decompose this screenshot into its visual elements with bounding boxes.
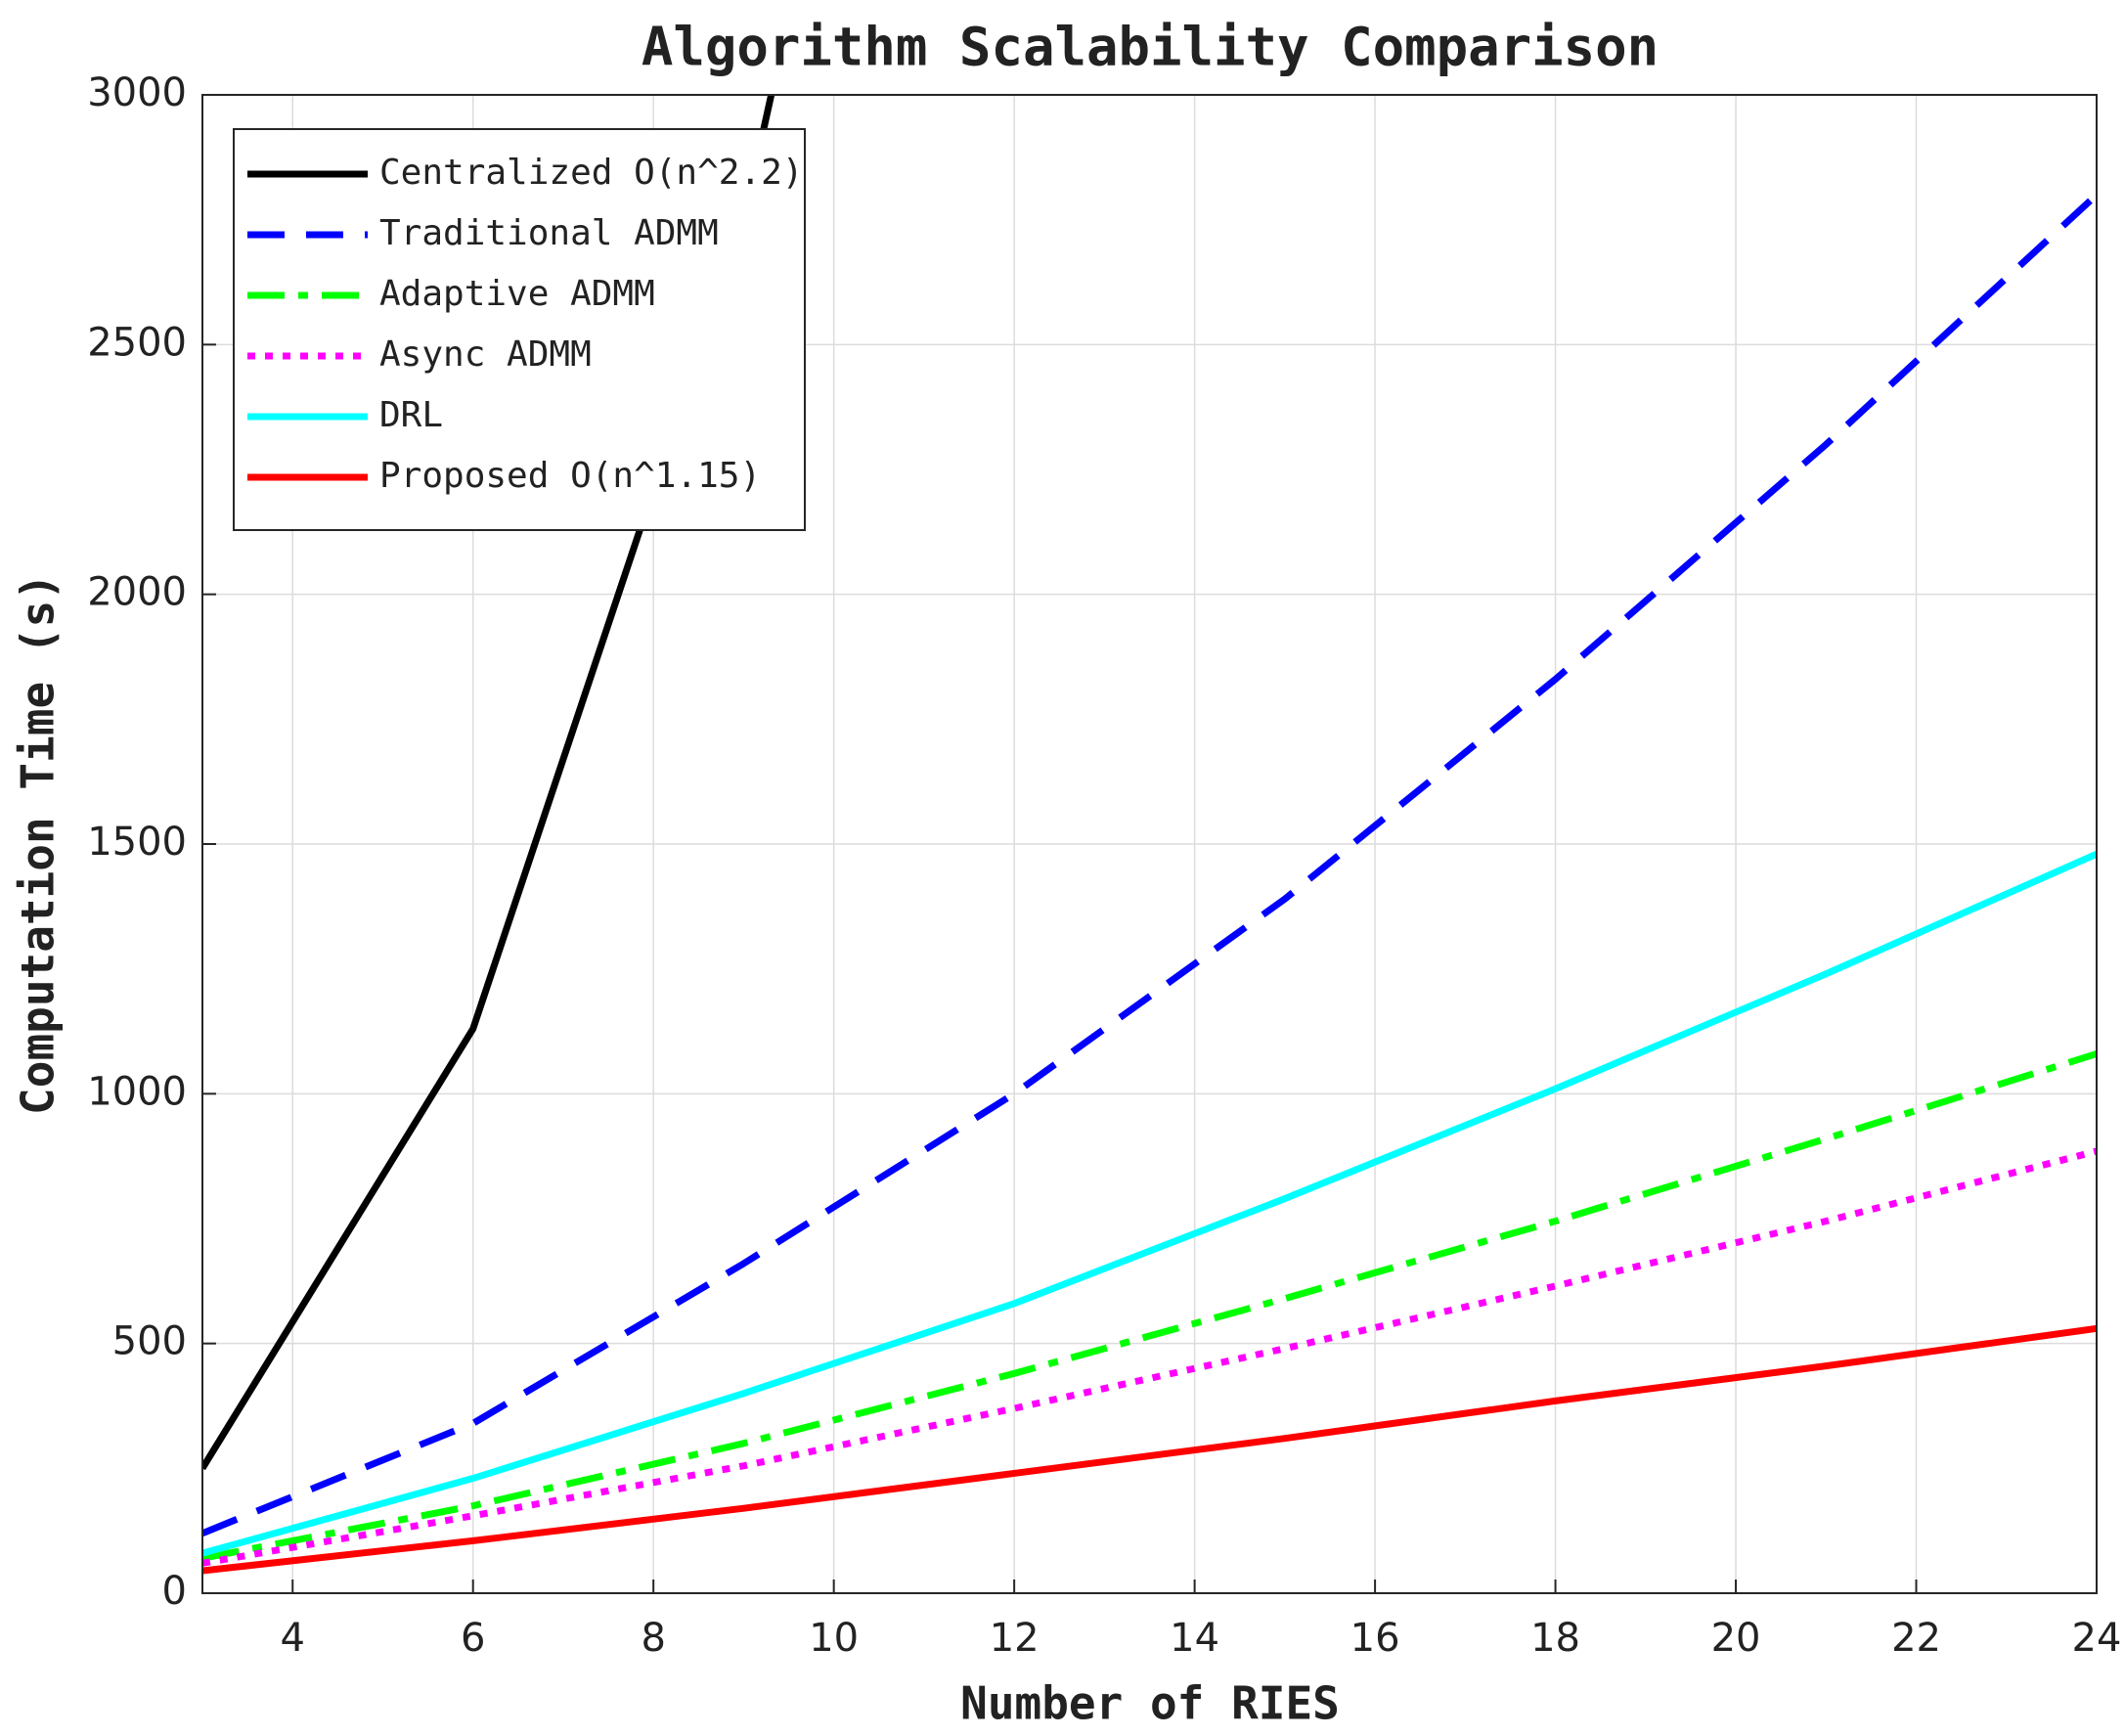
y-tick-label: 2500 <box>87 320 187 365</box>
y-axis-label: Computation Time (s) <box>12 573 65 1115</box>
series-line <box>202 851 2097 1557</box>
y-tick-label: 500 <box>112 1319 187 1364</box>
series-line <box>202 95 775 1471</box>
x-axis-label: Number of RIES <box>960 1677 1340 1730</box>
x-tick-label: 20 <box>1711 1616 1761 1661</box>
x-tick-label: 12 <box>990 1616 1040 1661</box>
legend-label: Centralized O(n^2.2) <box>379 153 803 193</box>
legend-label: Traditional ADMM <box>379 213 719 253</box>
x-tick-label: 18 <box>1530 1616 1580 1661</box>
x-tick-label: 6 <box>461 1616 485 1661</box>
legend-label: DRL <box>379 395 443 435</box>
legend-label: Adaptive ADMM <box>379 274 655 314</box>
legend-box <box>233 128 806 531</box>
y-tick-label: 3000 <box>87 70 187 115</box>
series-line <box>202 1147 2097 1567</box>
chart-title: Algorithm Scalability Comparison <box>642 17 1659 78</box>
series-line <box>202 1324 2097 1575</box>
legend: Centralized O(n^2.2) Traditional ADMM Adap… <box>233 128 806 531</box>
y-tick-label: 0 <box>162 1569 187 1614</box>
series-line <box>202 1050 2097 1562</box>
x-tick-label: 24 <box>2072 1616 2122 1661</box>
x-tick-label: 22 <box>1891 1616 1941 1661</box>
series-line <box>202 192 2097 1536</box>
x-tick-label: 4 <box>281 1616 305 1661</box>
x-tick-label: 16 <box>1350 1616 1400 1661</box>
x-tick-label: 14 <box>1170 1616 1219 1661</box>
y-tick-label: 1000 <box>87 1069 187 1114</box>
y-tick-label: 2000 <box>87 570 187 615</box>
x-tick-label: 10 <box>809 1616 859 1661</box>
x-tick-label: 8 <box>641 1616 665 1661</box>
legend-label: Proposed O(n^1.15) <box>379 456 761 496</box>
legend-label: Async ADMM <box>379 334 592 375</box>
y-tick-label: 1500 <box>87 820 187 865</box>
